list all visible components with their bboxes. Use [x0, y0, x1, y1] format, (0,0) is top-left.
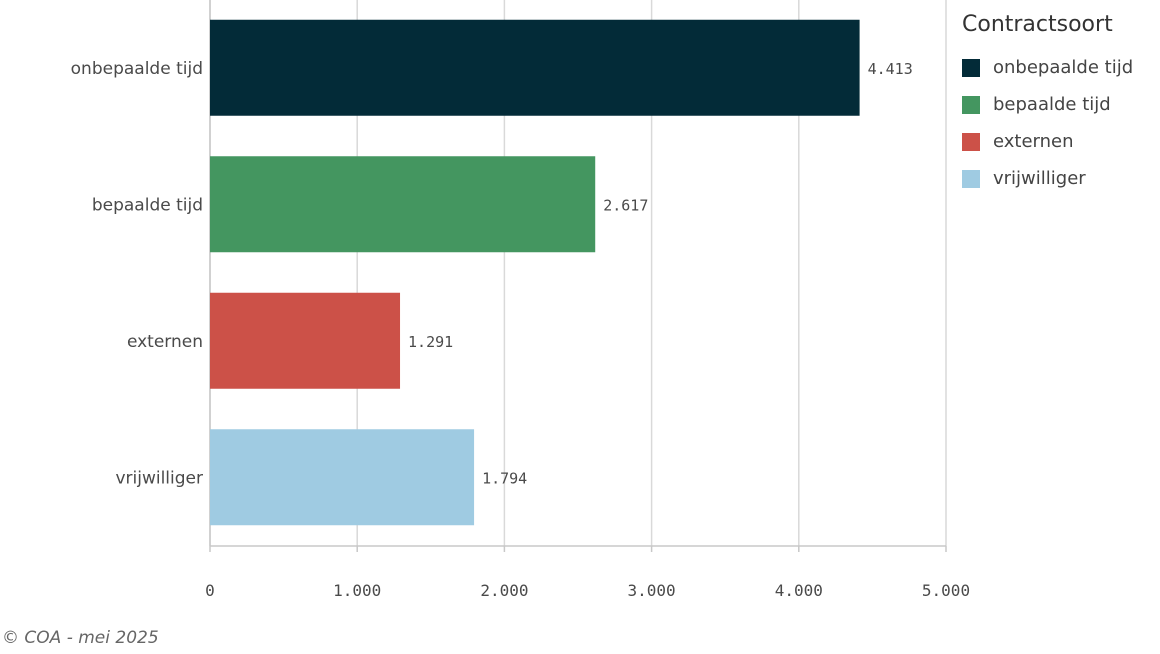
- legend-item: externen: [962, 123, 1133, 160]
- legend-label: vrijwilliger: [993, 168, 1086, 189]
- legend-item: vrijwilliger: [962, 160, 1133, 197]
- data-label: 4.413: [868, 60, 913, 78]
- legend-swatch: [962, 132, 980, 151]
- category-label: onbepaalde tijd: [71, 59, 203, 79]
- category-label: vrijwilliger: [115, 468, 203, 488]
- x-tick-label: 3.000: [628, 581, 676, 600]
- legend-title: Contractsoort: [962, 12, 1113, 37]
- legend-swatch: [962, 95, 980, 114]
- legend-label: externen: [993, 131, 1074, 152]
- x-tick-label: 1.000: [333, 581, 381, 600]
- category-label: externen: [127, 332, 203, 352]
- x-tick-label: 2.000: [480, 581, 528, 600]
- legend-item: bepaalde tijd: [962, 86, 1133, 123]
- legend-item: onbepaalde tijd: [962, 49, 1133, 86]
- bar: [210, 292, 401, 389]
- legend-items: onbepaalde tijd bepaalde tijd externen vrij…: [962, 49, 1133, 197]
- legend: Contractsoort onbepaalde tijd bepaalde ti…: [962, 12, 1133, 197]
- bar: [210, 19, 860, 116]
- legend-swatch: [962, 169, 980, 188]
- bar: [210, 429, 475, 526]
- data-label: 1.291: [408, 333, 453, 351]
- x-tick-label: 4.000: [775, 581, 823, 600]
- category-label: bepaalde tijd: [92, 195, 203, 215]
- copyright-footer: © COA - mei 2025: [2, 628, 159, 648]
- data-label: 2.617: [603, 196, 648, 214]
- data-label: 1.794: [482, 469, 527, 487]
- bar: [210, 156, 596, 253]
- legend-label: bepaalde tijd: [993, 94, 1111, 115]
- x-tick-label: 5.000: [922, 581, 970, 600]
- legend-swatch: [962, 58, 980, 77]
- x-tick-label: 0: [205, 581, 215, 600]
- legend-label: onbepaalde tijd: [993, 57, 1134, 78]
